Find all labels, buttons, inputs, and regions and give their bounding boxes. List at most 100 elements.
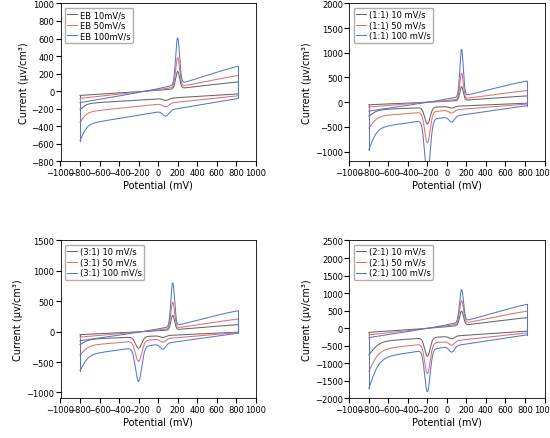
(3:1) 50 mV/s [76, 335, 83, 340]
(3:1) 50 mV/s [85, 334, 91, 339]
(3:1) 10 mV/s [235, 322, 241, 328]
(1:1) 50 mV/s [438, 99, 445, 104]
EB 100mV/s [174, 36, 181, 41]
(3:1) 10 mV/s [201, 325, 208, 330]
Legend: (1:1) 10 mV/s, (1:1) 50 mV/s, (1:1) 100 mV/s: (1:1) 10 mV/s, (1:1) 50 mV/s, (1:1) 100 … [354, 8, 433, 44]
EB 100mV/s [85, 99, 91, 105]
(1:1) 50 mV/s [366, 105, 372, 110]
(3:1) 10 mV/s [76, 332, 83, 338]
Line: (2:1) 50 mV/s: (2:1) 50 mV/s [369, 301, 527, 335]
(2:1) 100 mV/s [438, 323, 445, 328]
(3:1) 50 mV/s [153, 328, 160, 333]
EB 10mV/s [85, 93, 91, 98]
(1:1) 100 mV/s [438, 98, 445, 103]
(2:1) 50 mV/s [490, 315, 497, 320]
(3:1) 50 mV/s [230, 317, 237, 322]
EB 10mV/s [76, 94, 83, 99]
Line: EB 50mV/s: EB 50mV/s [80, 59, 238, 99]
X-axis label: Potential (mV): Potential (mV) [412, 180, 482, 190]
(2:1) 50 mV/s [373, 332, 380, 337]
(1:1) 10 mV/s [442, 99, 449, 105]
(3:1) 50 mV/s [169, 300, 176, 305]
(1:1) 100 mV/s [519, 80, 526, 85]
(1:1) 50 mV/s [519, 89, 526, 95]
(2:1) 10 mV/s [442, 325, 449, 330]
(2:1) 50 mV/s [442, 324, 449, 329]
Line: (3:1) 100 mV/s: (3:1) 100 mV/s [80, 283, 238, 341]
Line: EB 100mV/s: EB 100mV/s [80, 39, 238, 103]
Line: (2:1) 10 mV/s: (2:1) 10 mV/s [369, 311, 527, 332]
(1:1) 10 mV/s [519, 94, 526, 99]
Line: (3:1) 10 mV/s: (3:1) 10 mV/s [80, 316, 238, 335]
(2:1) 10 mV/s [524, 315, 530, 321]
(3:1) 100 mV/s [230, 309, 237, 314]
(1:1) 50 mV/s [458, 71, 465, 77]
Line: EB 10mV/s: EB 10mV/s [80, 72, 238, 96]
(2:1) 10 mV/s [519, 316, 526, 321]
EB 10mV/s [230, 81, 237, 86]
Legend: (3:1) 10 mV/s, (3:1) 50 mV/s, (3:1) 100 mV/s: (3:1) 10 mV/s, (3:1) 50 mV/s, (3:1) 100 … [65, 245, 144, 280]
(3:1) 100 mV/s [153, 327, 160, 332]
Y-axis label: Current (μv/cm³): Current (μv/cm³) [302, 42, 312, 124]
EB 100mV/s [201, 74, 208, 80]
(3:1) 100 mV/s [201, 316, 208, 321]
(3:1) 10 mV/s [169, 313, 176, 318]
Legend: EB 10mV/s, EB 50mV/s, EB 100mV/s: EB 10mV/s, EB 50mV/s, EB 100mV/s [65, 8, 133, 44]
(1:1) 100 mV/s [373, 108, 380, 113]
Line: (1:1) 50 mV/s: (1:1) 50 mV/s [369, 74, 527, 108]
EB 50mV/s [235, 74, 241, 79]
X-axis label: Potential (mV): Potential (mV) [412, 417, 482, 427]
(2:1) 10 mV/s [458, 309, 465, 314]
(3:1) 10 mV/s [150, 328, 156, 334]
(2:1) 100 mV/s [458, 287, 465, 293]
EB 10mV/s [201, 84, 208, 89]
EB 100mV/s [230, 66, 237, 71]
(2:1) 100 mV/s [524, 302, 530, 307]
(1:1) 100 mV/s [519, 80, 526, 85]
Line: (2:1) 100 mV/s: (2:1) 100 mV/s [369, 290, 527, 338]
EB 10mV/s [235, 80, 241, 85]
(2:1) 10 mV/s [373, 329, 380, 335]
X-axis label: Potential (mV): Potential (mV) [123, 417, 193, 427]
(3:1) 50 mV/s [230, 317, 237, 322]
EB 10mV/s [150, 89, 156, 94]
(3:1) 10 mV/s [85, 332, 91, 337]
(2:1) 10 mV/s [490, 319, 497, 325]
Line: (1:1) 10 mV/s: (1:1) 10 mV/s [369, 87, 527, 106]
(2:1) 50 mV/s [458, 298, 465, 304]
(1:1) 50 mV/s [490, 93, 497, 98]
(1:1) 10 mV/s [490, 96, 497, 102]
(1:1) 100 mV/s [442, 97, 449, 102]
(2:1) 50 mV/s [438, 324, 445, 329]
(3:1) 10 mV/s [153, 328, 160, 334]
(1:1) 100 mV/s [458, 47, 465, 53]
(3:1) 100 mV/s [235, 308, 241, 314]
(1:1) 50 mV/s [524, 89, 530, 94]
EB 10mV/s [153, 88, 160, 94]
(2:1) 50 mV/s [519, 310, 526, 315]
(3:1) 100 mV/s [230, 309, 237, 314]
(1:1) 10 mV/s [373, 102, 380, 108]
EB 100mV/s [235, 64, 241, 70]
(2:1) 100 mV/s [373, 334, 380, 339]
EB 50mV/s [201, 80, 208, 85]
(1:1) 100 mV/s [524, 79, 530, 85]
(2:1) 50 mV/s [519, 310, 526, 315]
EB 50mV/s [153, 88, 160, 93]
(1:1) 10 mV/s [524, 94, 530, 99]
(3:1) 100 mV/s [150, 328, 156, 333]
(1:1) 100 mV/s [490, 87, 497, 92]
EB 50mV/s [76, 96, 83, 102]
(2:1) 100 mV/s [442, 323, 449, 328]
(2:1) 100 mV/s [366, 335, 372, 340]
EB 50mV/s [230, 74, 237, 80]
Y-axis label: Current (μv/cm³): Current (μv/cm³) [302, 279, 312, 360]
Y-axis label: Current (μv/cm³): Current (μv/cm³) [19, 42, 29, 124]
(1:1) 50 mV/s [373, 105, 380, 110]
EB 50mV/s [174, 56, 181, 61]
(2:1) 50 mV/s [524, 309, 530, 314]
(3:1) 50 mV/s [201, 321, 208, 327]
(3:1) 100 mV/s [76, 338, 83, 343]
EB 100mV/s [76, 101, 83, 106]
(1:1) 100 mV/s [366, 109, 372, 114]
